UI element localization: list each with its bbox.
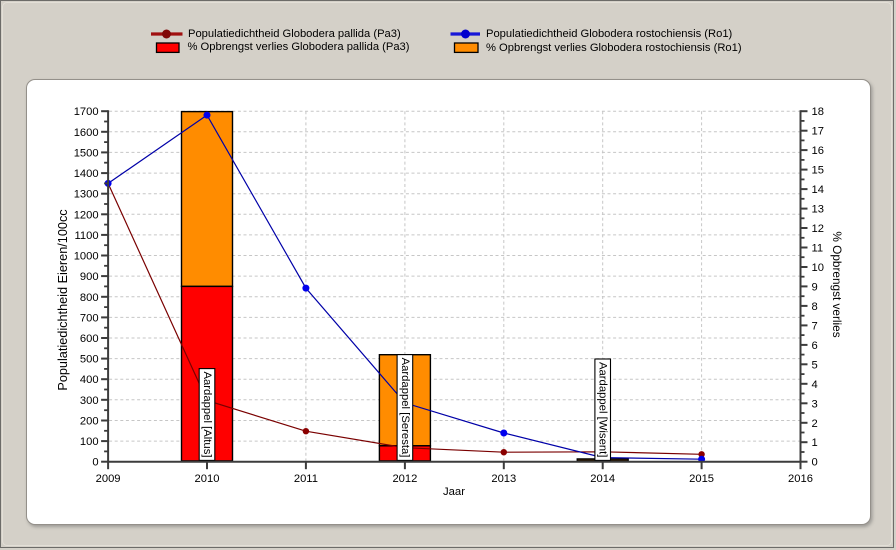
svg-text:1600: 1600 (74, 127, 99, 139)
svg-text:1000: 1000 (74, 251, 99, 263)
svg-text:16: 16 (812, 145, 824, 157)
svg-text:500: 500 (80, 354, 99, 366)
svg-text:Jaar: Jaar (443, 486, 465, 498)
svg-text:1500: 1500 (74, 147, 99, 159)
svg-text:1300: 1300 (74, 189, 99, 201)
svg-text:1200: 1200 (74, 209, 99, 221)
svg-text:14: 14 (812, 184, 824, 196)
svg-text:1400: 1400 (74, 168, 99, 180)
svg-text:18: 18 (812, 106, 824, 118)
svg-text:8: 8 (812, 301, 818, 313)
svg-text:100: 100 (80, 436, 99, 448)
svg-text:1: 1 (812, 437, 818, 449)
svg-text:0: 0 (92, 457, 98, 469)
svg-text:200: 200 (80, 416, 99, 428)
svg-text:1100: 1100 (75, 230, 99, 242)
svg-text:2014: 2014 (590, 473, 615, 485)
svg-text:700: 700 (80, 312, 99, 324)
svg-text:800: 800 (80, 292, 99, 304)
svg-text:12: 12 (812, 223, 824, 235)
svg-text:7: 7 (812, 320, 818, 332)
svg-text:4: 4 (812, 379, 818, 391)
svg-text:300: 300 (80, 395, 99, 407)
svg-text:3: 3 (812, 398, 818, 410)
svg-text:900: 900 (80, 271, 99, 283)
svg-text:400: 400 (80, 374, 99, 386)
svg-text:2013: 2013 (491, 473, 516, 485)
svg-text:2010: 2010 (195, 473, 220, 485)
svg-text:% Opbrengst verlies: % Opbrengst verlies (830, 231, 844, 337)
svg-text:2009: 2009 (96, 473, 121, 485)
svg-text:Aardappel [Altus]: Aardappel [Altus] (201, 371, 213, 457)
svg-text:9: 9 (812, 281, 818, 293)
svg-text:6: 6 (812, 340, 818, 352)
svg-text:Aardappel [Wisent]: Aardappel [Wisent] (597, 362, 609, 457)
svg-text:13: 13 (812, 204, 824, 216)
svg-text:2016: 2016 (788, 473, 813, 485)
svg-text:15: 15 (812, 165, 824, 177)
svg-text:2015: 2015 (689, 473, 714, 485)
svg-text:17: 17 (812, 126, 824, 138)
svg-text:0: 0 (812, 457, 818, 469)
svg-text:Aardappel [Seresta]: Aardappel [Seresta] (399, 358, 411, 458)
svg-text:Populatiedichtheid Eieren/100c: Populatiedichtheid Eieren/100cc (56, 209, 70, 391)
svg-text:2012: 2012 (392, 473, 417, 485)
svg-text:10: 10 (812, 262, 824, 274)
svg-text:600: 600 (80, 333, 99, 345)
svg-text:1700: 1700 (74, 106, 99, 118)
svg-text:2011: 2011 (294, 473, 318, 485)
svg-text:2: 2 (812, 418, 818, 430)
svg-text:5: 5 (812, 359, 818, 371)
svg-text:11: 11 (812, 243, 824, 255)
